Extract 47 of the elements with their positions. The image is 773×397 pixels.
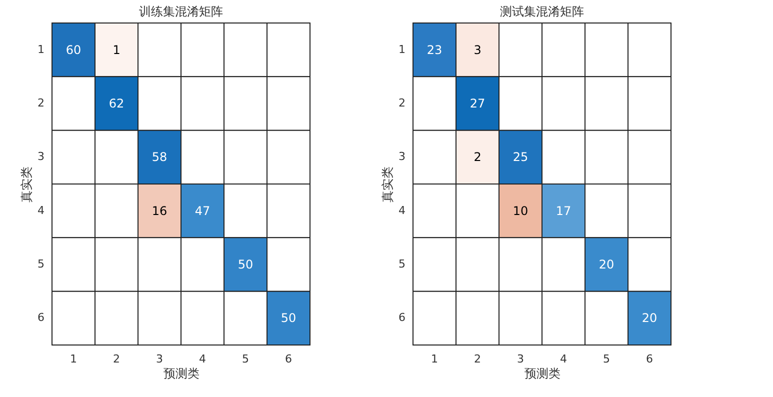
data-label: 10 <box>512 204 528 218</box>
data-label: 50 <box>280 311 296 326</box>
y-tick-label: 1 <box>398 42 406 56</box>
x-tick-label: 1 <box>431 352 438 366</box>
y-tick-label: 6 <box>398 311 406 324</box>
data-label: 58 <box>152 150 168 164</box>
data-label: 3 <box>474 42 482 57</box>
data-label: 23 <box>426 42 442 57</box>
data-label: 17 <box>556 204 572 218</box>
data-label: 47 <box>194 204 210 218</box>
x-tick-label: 3 <box>517 352 524 366</box>
data-label: 50 <box>238 258 254 272</box>
y-axis-title: 真实类 <box>380 166 394 202</box>
data-label: 20 <box>598 258 614 272</box>
data-label: 2 <box>474 150 482 164</box>
data-label: 16 <box>152 204 168 218</box>
x-axis-title: 预测类 <box>164 366 200 380</box>
chart-title: 训练集混淆矩阵 <box>139 4 223 18</box>
y-tick-label: 3 <box>398 150 406 164</box>
y-tick-label: 6 <box>38 311 44 324</box>
y-tick-label: 3 <box>38 150 44 164</box>
y-tick-label: 1 <box>38 42 44 56</box>
x-tick-label: 5 <box>242 352 249 366</box>
data-label: 1 <box>112 42 120 57</box>
x-tick-label: 3 <box>156 352 163 366</box>
data-label: 27 <box>470 96 486 110</box>
y-tick-label: 2 <box>38 96 44 110</box>
y-tick-label: 4 <box>38 204 44 217</box>
y-tick-label: 5 <box>398 258 406 270</box>
y-tick-label: 2 <box>398 96 406 110</box>
x-axis-title: 预测类 <box>524 366 560 380</box>
x-tick-label: 2 <box>474 352 481 366</box>
chart-title: 测试集混淆矩阵 <box>500 4 584 18</box>
data-label: 25 <box>512 150 528 164</box>
x-tick-label: 2 <box>113 352 120 366</box>
x-tick-label: 1 <box>70 352 77 366</box>
y-tick-label: 5 <box>38 258 44 270</box>
data-label: 60 <box>66 42 82 57</box>
x-tick-label: 6 <box>646 352 653 366</box>
y-tick-label: 4 <box>398 204 406 217</box>
x-tick-label: 4 <box>199 352 206 366</box>
y-axis-title: 真实类 <box>20 166 34 202</box>
data-label: 20 <box>642 311 658 326</box>
x-tick-label: 4 <box>560 352 567 366</box>
data-label: 62 <box>108 96 124 110</box>
x-tick-label: 6 <box>285 352 292 366</box>
x-tick-label: 5 <box>603 352 610 366</box>
